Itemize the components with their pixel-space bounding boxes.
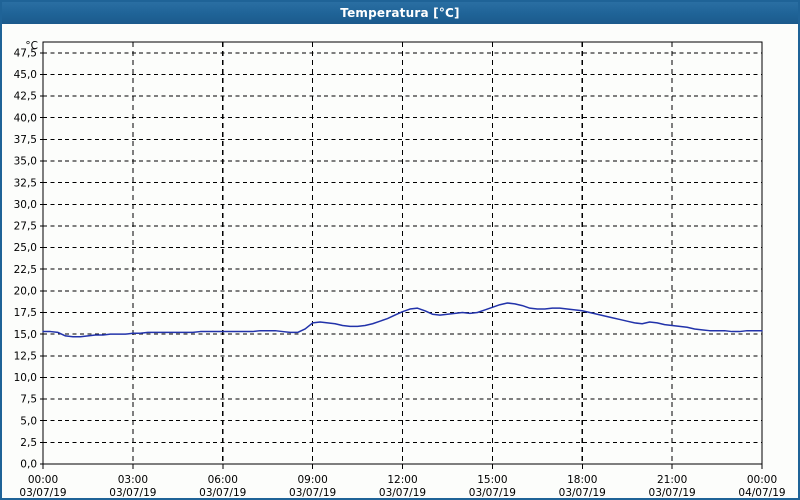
y-axis-tick-label: 5,0 bbox=[20, 415, 37, 427]
grid-vertical-group bbox=[132, 42, 673, 464]
x-axis-time-label: 00:00 bbox=[747, 474, 777, 486]
x-axis-time-label: 06:00 bbox=[208, 474, 238, 486]
x-axis-tick-marks bbox=[42, 464, 763, 469]
window-title: Temperatura [°C] bbox=[340, 6, 460, 20]
y-axis-tick-label: 47,5 bbox=[14, 47, 37, 59]
x-axis-time-label: 00:00 bbox=[28, 474, 58, 486]
y-axis-tick-label: 12,5 bbox=[14, 350, 37, 362]
x-axis-date-label: 03/07/19 bbox=[469, 487, 516, 498]
y-axis-tick-label: 7,5 bbox=[20, 394, 37, 406]
window-titlebar: Temperatura [°C] bbox=[2, 2, 798, 24]
y-axis-tick-label: 17,5 bbox=[14, 307, 37, 319]
x-axis-time-label: 18:00 bbox=[567, 474, 597, 486]
chart-plot-area: 47,5 45,0 42,5 40,0 37,5 35,0 32,5 30,0 27,5 25,0… bbox=[2, 24, 798, 498]
y-axis-tick-label: 40,0 bbox=[14, 112, 37, 124]
y-axis-tick-label: 37,5 bbox=[14, 134, 37, 146]
y-axis-tick-label: 27,5 bbox=[14, 221, 37, 233]
x-axis-date-label: 03/07/19 bbox=[379, 487, 426, 498]
x-axis-date-label: 03/07/19 bbox=[649, 487, 696, 498]
y-axis-tick-label: 22,5 bbox=[14, 264, 37, 276]
y-axis-tick-label: 20,0 bbox=[14, 285, 37, 297]
y-axis-tick-label: 35,0 bbox=[14, 156, 37, 168]
y-axis-tick-label: 0,0 bbox=[20, 459, 37, 471]
x-axis-time-label: 09:00 bbox=[297, 474, 327, 486]
y-axis-unit-label: °C bbox=[25, 40, 38, 52]
y-axis-tick-label: 32,5 bbox=[14, 177, 37, 189]
x-axis-date-label: 04/07/19 bbox=[738, 487, 785, 498]
y-axis-tick-label: 45,0 bbox=[14, 69, 37, 81]
x-axis-time-label: 03:00 bbox=[118, 474, 148, 486]
y-axis-tick-labels: 47,5 45,0 42,5 40,0 37,5 35,0 32,5 30,0 27,5 25,0… bbox=[14, 47, 37, 470]
x-axis-time-label: 12:00 bbox=[387, 474, 417, 486]
y-axis-tick-label: 30,0 bbox=[14, 199, 37, 211]
axis-frame bbox=[42, 41, 763, 465]
x-axis-tick-labels: 00:0003/07/1903:0003/07/1906:0003/07/190… bbox=[19, 474, 785, 498]
temperature-series-line bbox=[42, 302, 763, 338]
temperature-line-chart: 47,5 45,0 42,5 40,0 37,5 35,0 32,5 30,0 27,5 25,0… bbox=[14, 40, 786, 498]
x-axis-date-label: 03/07/19 bbox=[19, 487, 66, 498]
y-axis-tick-label: 10,0 bbox=[14, 372, 37, 384]
y-axis-tick-label: 42,5 bbox=[14, 91, 37, 103]
x-axis-date-label: 03/07/19 bbox=[199, 487, 246, 498]
grid-horizontal-group bbox=[40, 52, 762, 465]
x-axis-time-label: 15:00 bbox=[477, 474, 507, 486]
y-axis-tick-label: 25,0 bbox=[14, 242, 37, 254]
y-axis-tick-label: 15,0 bbox=[14, 329, 37, 341]
x-axis-time-label: 21:00 bbox=[657, 474, 687, 486]
x-axis-date-label: 03/07/19 bbox=[109, 487, 156, 498]
y-axis-tick-label: 2,5 bbox=[20, 437, 37, 449]
x-axis-date-label: 03/07/19 bbox=[559, 487, 606, 498]
x-axis-date-label: 03/07/19 bbox=[289, 487, 336, 498]
